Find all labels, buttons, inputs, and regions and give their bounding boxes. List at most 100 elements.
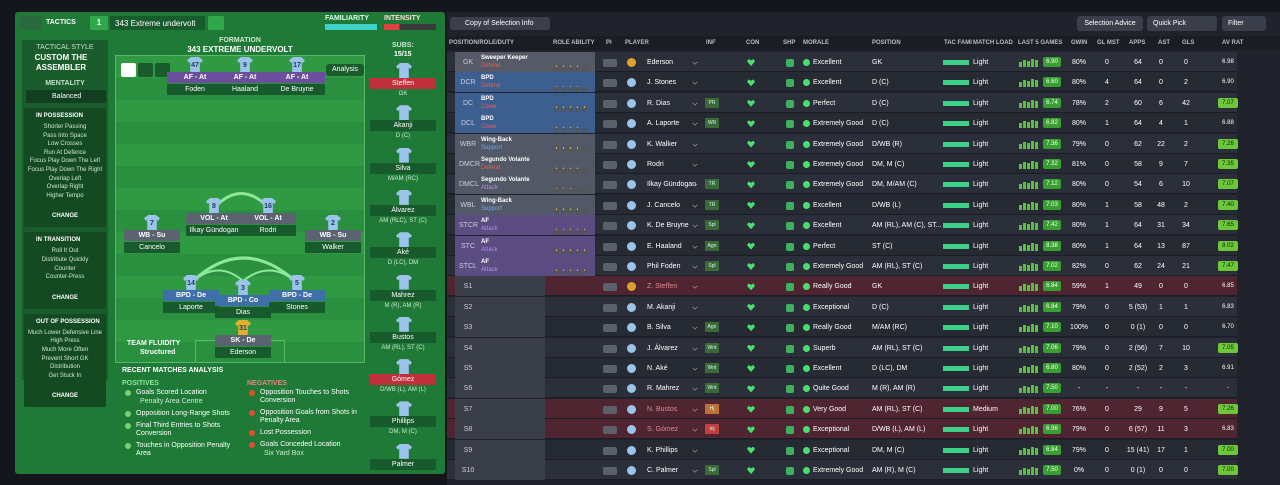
column-header[interactable]: LAST 5 GAMES bbox=[1018, 40, 1063, 46]
table-row[interactable] bbox=[447, 358, 1237, 378]
role-label[interactable]: WB - Su bbox=[124, 230, 180, 241]
bench-name[interactable]: Akanji bbox=[370, 120, 436, 132]
player-name[interactable]: Ederson bbox=[647, 59, 674, 66]
player-name[interactable]: Stones bbox=[269, 302, 325, 313]
role-label[interactable]: BPD - De bbox=[163, 290, 219, 301]
add-tactic[interactable] bbox=[208, 16, 224, 30]
table-row[interactable] bbox=[447, 113, 1237, 134]
player-name[interactable]: K. Phillips bbox=[647, 446, 678, 454]
table-row[interactable] bbox=[447, 398, 1237, 419]
player-name[interactable]: K. Walker bbox=[647, 140, 678, 148]
player-name[interactable]: Walker bbox=[305, 242, 361, 253]
role[interactable]: BPD bbox=[481, 95, 494, 102]
mentality-select[interactable]: Balanced bbox=[26, 90, 106, 103]
column-header[interactable]: ROLE ABILITY bbox=[553, 40, 595, 46]
player-name[interactable]: K. De Bruyne bbox=[647, 222, 689, 230]
table-row[interactable] bbox=[447, 194, 1237, 215]
role-label[interactable]: SK - De bbox=[215, 335, 271, 346]
role-label[interactable]: WB - Su bbox=[305, 230, 361, 241]
bench-name[interactable]: Álvarez bbox=[370, 204, 436, 216]
player-name[interactable]: S. Gómez bbox=[647, 426, 679, 434]
role[interactable]: Sweeper Keeper bbox=[481, 55, 528, 61]
role-label[interactable]: BPD - De bbox=[269, 290, 325, 301]
table-row[interactable] bbox=[447, 276, 1237, 297]
player-name[interactable]: De Bruyne bbox=[269, 84, 325, 95]
player-name[interactable]: R. Mahrez bbox=[647, 385, 680, 393]
bench-name[interactable]: Phillips bbox=[370, 416, 436, 428]
player-name[interactable]: Ilkay Gündogan bbox=[186, 225, 242, 236]
player-name[interactable]: Rodri bbox=[647, 161, 664, 168]
bench-name[interactable]: Steffen bbox=[370, 78, 436, 89]
column-header[interactable]: GWIN bbox=[1071, 40, 1088, 46]
table-row[interactable] bbox=[447, 337, 1237, 358]
player-name[interactable]: N. Bustos bbox=[647, 405, 678, 413]
column-header[interactable]: POSITION bbox=[872, 40, 901, 46]
role-label[interactable]: AF - At bbox=[217, 72, 273, 83]
player-name[interactable]: J. Álvarez bbox=[647, 344, 678, 352]
table-row[interactable] bbox=[447, 92, 1237, 113]
view-select[interactable]: Copy of Selection Info bbox=[450, 17, 550, 30]
role[interactable]: BPD bbox=[481, 116, 494, 123]
player-name[interactable]: Rodri bbox=[240, 225, 296, 236]
table-row[interactable] bbox=[447, 174, 1237, 195]
player-name[interactable]: R. Dias bbox=[647, 99, 670, 107]
filter[interactable]: Filter bbox=[1222, 16, 1266, 31]
bench-name[interactable]: Mahrez bbox=[370, 289, 436, 301]
column-header[interactable]: POSITION/ROLE/DUTY bbox=[449, 40, 515, 46]
column-header[interactable]: GL MST bbox=[1097, 40, 1120, 46]
player-name[interactable]: J. Cancelo bbox=[647, 201, 681, 209]
player-name[interactable]: N. Aké bbox=[647, 365, 668, 372]
view-toggle[interactable] bbox=[121, 63, 136, 77]
tactic-select[interactable]: 343 Extreme undervolt bbox=[110, 16, 205, 30]
role-label[interactable]: BPD - Co bbox=[215, 295, 271, 306]
table-row[interactable] bbox=[447, 378, 1237, 399]
view-toggle[interactable] bbox=[155, 63, 170, 77]
table-row[interactable] bbox=[447, 256, 1237, 276]
table-row[interactable] bbox=[447, 133, 1237, 154]
role[interactable]: Segundo Volante bbox=[481, 157, 530, 163]
role[interactable]: Wing-Back bbox=[481, 136, 512, 143]
column-header[interactable]: APPS bbox=[1129, 40, 1146, 46]
column-header[interactable]: AST bbox=[1158, 40, 1170, 46]
player-name[interactable]: M. Akanji bbox=[647, 303, 676, 311]
table-row[interactable] bbox=[447, 317, 1237, 338]
recent-title[interactable]: RECENT MATCHES ANALYSIS bbox=[122, 367, 224, 374]
view-toggle[interactable] bbox=[138, 63, 153, 77]
player-name[interactable]: C. Palmer bbox=[647, 467, 679, 474]
bench-name[interactable]: Palmer bbox=[370, 458, 436, 470]
role[interactable]: AF bbox=[481, 238, 489, 245]
column-header[interactable]: INF bbox=[706, 40, 716, 46]
role[interactable]: Wing-Back bbox=[481, 197, 512, 204]
player-name[interactable]: J. Stones bbox=[647, 79, 677, 87]
player-name[interactable]: Dias bbox=[215, 307, 271, 318]
column-header[interactable]: MATCH LOAD bbox=[973, 40, 1013, 46]
player-name[interactable]: Laporte bbox=[163, 302, 219, 313]
table-row[interactable] bbox=[447, 235, 1237, 256]
player-name[interactable]: A. Laporte bbox=[647, 120, 680, 128]
change-button[interactable]: CHANGE bbox=[51, 213, 78, 220]
player-name[interactable]: Ilkay Gündogan bbox=[647, 181, 697, 189]
column-header[interactable]: AV RAT bbox=[1222, 40, 1244, 46]
table-row[interactable] bbox=[447, 419, 1237, 440]
role-label[interactable]: AF - At bbox=[167, 72, 223, 83]
change-button[interactable]: CHANGE bbox=[51, 294, 78, 301]
role[interactable]: AF bbox=[481, 218, 489, 225]
column-header[interactable]: GLS bbox=[1182, 40, 1195, 46]
player-name[interactable]: Foden bbox=[167, 84, 223, 95]
column-header[interactable]: TAC FAMI bbox=[944, 40, 972, 46]
role-label[interactable]: VOL - At bbox=[186, 213, 242, 224]
bench-name[interactable]: Gómez bbox=[370, 374, 436, 386]
player-name[interactable]: Cancelo bbox=[124, 242, 180, 253]
column-header[interactable]: CON bbox=[746, 40, 760, 46]
table-row[interactable] bbox=[447, 215, 1237, 236]
analysis-button[interactable]: Analysis bbox=[326, 64, 364, 76]
player-name[interactable]: Phil Foden bbox=[647, 263, 681, 270]
column-header[interactable]: PI bbox=[606, 40, 612, 46]
role[interactable]: AF bbox=[481, 259, 489, 265]
table-row[interactable] bbox=[447, 296, 1237, 317]
bench-name[interactable]: Bustos bbox=[370, 331, 436, 343]
role[interactable]: Segundo Volante bbox=[481, 177, 530, 184]
table-row[interactable] bbox=[447, 72, 1237, 93]
player-name[interactable]: B. Silva bbox=[647, 324, 671, 332]
change-button[interactable]: CHANGE bbox=[51, 393, 78, 400]
